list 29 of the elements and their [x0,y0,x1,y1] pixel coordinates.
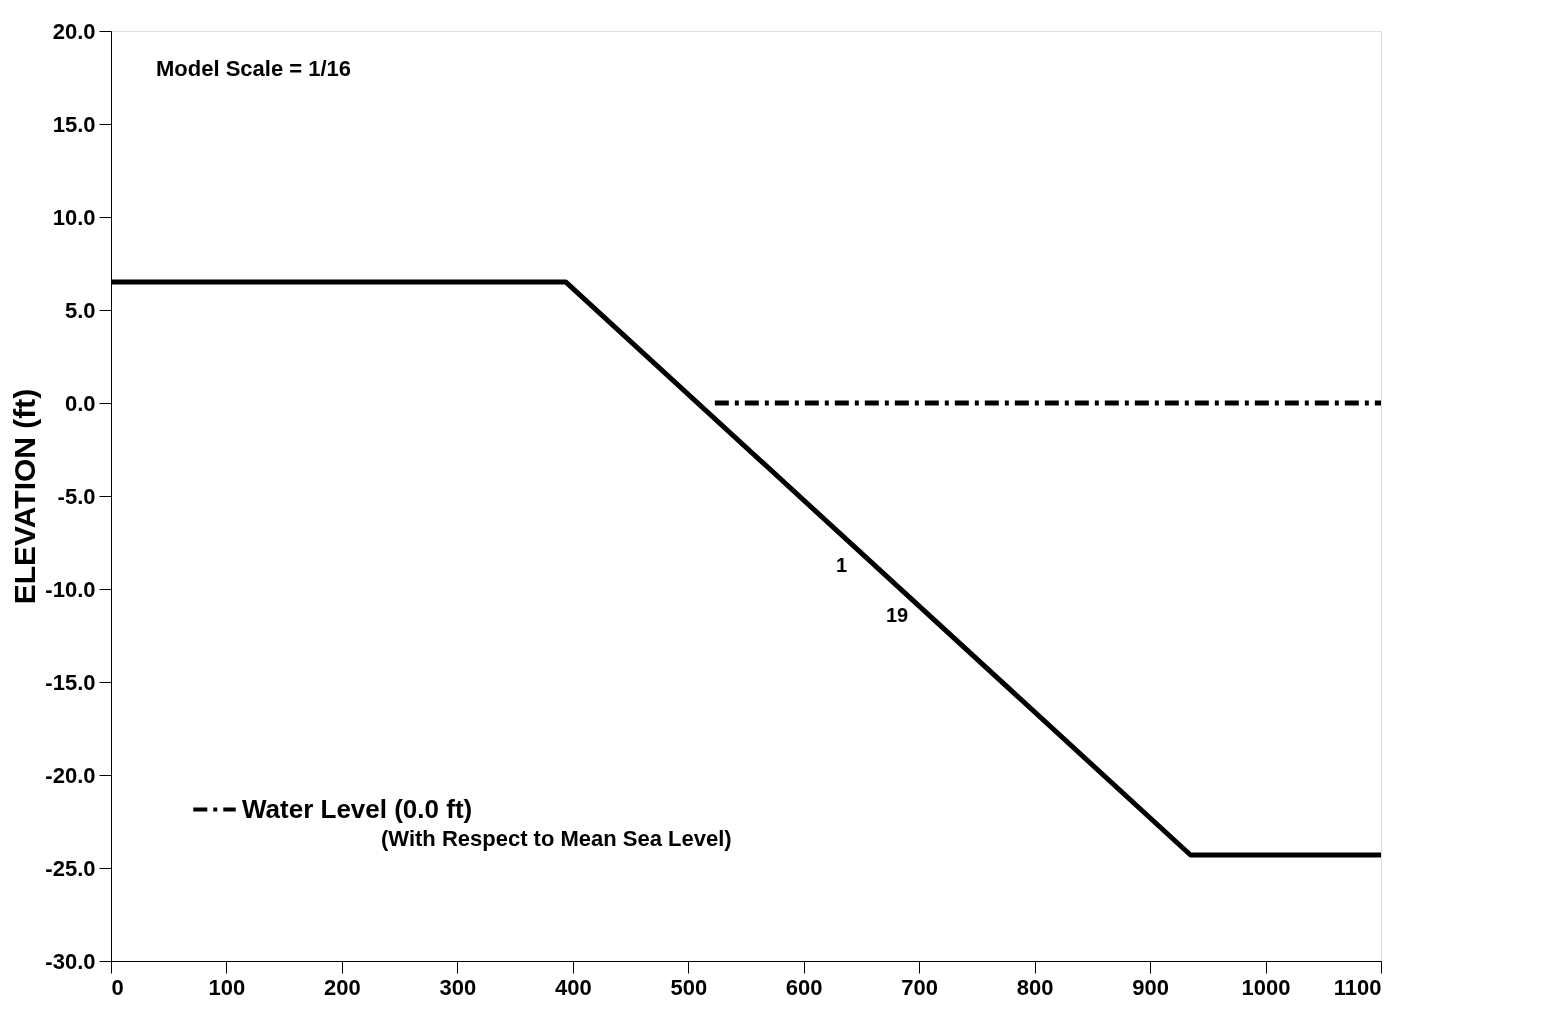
x-tick-label: 100 [208,974,246,1000]
y-tick-label: -30.0 [45,948,96,974]
annotation: 19 [886,604,909,626]
y-tick-label: -15.0 [45,669,96,695]
legend-label: Water Level (0.0 ft) [242,793,473,824]
x-tick-label: 300 [439,974,477,1000]
x-tick-label: 1100 [1333,974,1382,1000]
y-tick-label: -5.0 [57,483,96,509]
x-tick-label: 600 [785,974,823,1000]
x-tick-label: 900 [1132,974,1169,1000]
y-tick-label: 20.0 [52,18,96,44]
annotation: (With Respect to Mean Sea Level) [381,826,732,851]
y-tick-label: 10.0 [52,204,96,230]
y-tick-label: 15.0 [52,111,96,137]
y-axis-title: ELEVATION (ft) [8,388,42,605]
x-tick-label: 200 [324,974,361,1000]
y-tick-label: -20.0 [45,762,96,788]
x-tick-label: 800 [1016,974,1054,1000]
y-tick-label: 0.0 [64,390,96,416]
x-tick-label: 700 [901,974,939,1000]
x-tick-label: 400 [554,974,592,1000]
annotation: Model Scale = 1/16 [156,56,352,81]
x-tick-label: 1000 [1241,974,1291,1000]
x-tick-label: 0 [111,974,124,1000]
y-tick-label: -25.0 [45,855,96,881]
y-tick-label: -10.0 [45,576,96,602]
x-tick-label: 500 [670,974,708,1000]
y-tick-label: 5.0 [64,297,96,323]
annotation: 1 [836,554,848,576]
